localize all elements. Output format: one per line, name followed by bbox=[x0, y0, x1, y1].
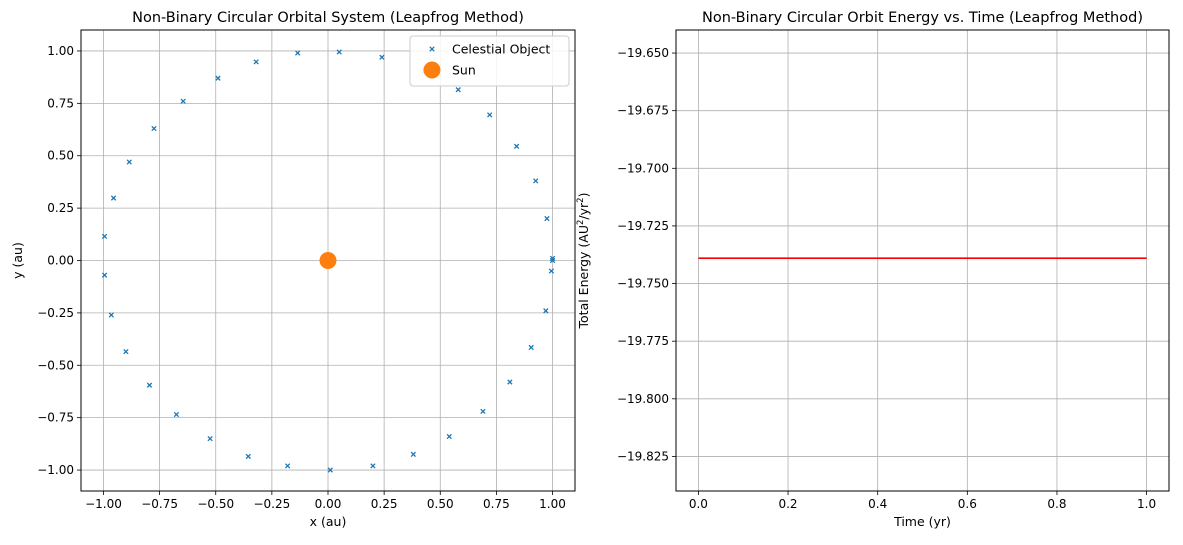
energy-ylabel-main: Total Energy (AU bbox=[576, 225, 591, 329]
orbit-point bbox=[295, 50, 301, 56]
energy-chart-xlabel: Time (yr) bbox=[893, 514, 951, 529]
x-tick-label: 0.00 bbox=[315, 497, 342, 511]
y-tick-label: 1.00 bbox=[47, 44, 74, 58]
y-tick-label: 0.25 bbox=[47, 201, 74, 215]
orbit-point bbox=[327, 467, 333, 473]
energy-ylabel-mid: /yr bbox=[576, 202, 591, 220]
orbit-point bbox=[146, 382, 153, 388]
orbit-point bbox=[548, 268, 555, 274]
orbit-point bbox=[108, 312, 114, 318]
energy-chart: Non-Binary Circular Orbit Energy vs. Tim… bbox=[576, 10, 1170, 529]
x-tick-label: 0.4 bbox=[868, 497, 887, 511]
orbit-point bbox=[379, 54, 385, 60]
orbit-point bbox=[513, 143, 520, 149]
x-tick-label: −0.50 bbox=[197, 497, 234, 511]
orbit-chart-ylabel: y (au) bbox=[10, 242, 25, 279]
y-tick-label: −19.750 bbox=[617, 277, 669, 291]
orbit-chart-ticks: −1.00 −0.75 −0.50 −0.25 0.00 0.25 0.50 0.75 1.00… bbox=[37, 44, 566, 511]
orbit-point bbox=[101, 272, 108, 278]
orbit-chart: Non-Binary Circular Orbital System (Leap… bbox=[10, 10, 576, 529]
orbit-point bbox=[543, 308, 549, 314]
energy-chart-ticks: 0.0 0.2 0.4 0.6 0.8 1.0 −19.650 −19.675 −19.700 −… bbox=[617, 46, 1156, 511]
orbit-point bbox=[253, 59, 259, 65]
y-tick-label: 0.75 bbox=[47, 96, 74, 110]
y-tick-label: −19.775 bbox=[617, 334, 669, 348]
y-tick-label: −19.825 bbox=[617, 449, 669, 463]
orbit-point bbox=[101, 233, 108, 240]
orbit-point bbox=[180, 98, 186, 104]
energy-ylabel-sup1: 2 bbox=[576, 220, 586, 225]
orbit-point bbox=[446, 433, 452, 440]
orbit-point bbox=[207, 435, 213, 442]
orbit-point bbox=[245, 453, 251, 460]
orbit-point bbox=[215, 75, 221, 81]
energy-chart-frame bbox=[675, 29, 1170, 492]
sun-marker bbox=[319, 252, 337, 269]
orbit-point bbox=[173, 411, 180, 418]
orbit-point bbox=[507, 379, 513, 385]
orbit-chart-legend: Celestial Object Sun bbox=[409, 35, 570, 87]
orbit-point bbox=[370, 463, 376, 469]
x-tick-label: 1.00 bbox=[539, 497, 566, 511]
orbit-point bbox=[549, 255, 556, 262]
x-tick-label: 0.0 bbox=[689, 497, 708, 511]
y-tick-label: −19.800 bbox=[617, 392, 669, 406]
legend-marker-sun bbox=[423, 61, 441, 79]
x-tick-label: −0.75 bbox=[141, 497, 178, 511]
orbit-point bbox=[126, 159, 132, 165]
x-tick-label: 1.0 bbox=[1137, 497, 1156, 511]
y-tick-label: −19.700 bbox=[617, 161, 669, 175]
y-tick-label: −0.75 bbox=[37, 411, 74, 425]
legend-label-sun: Sun bbox=[452, 63, 476, 78]
orbit-point bbox=[123, 348, 129, 355]
x-tick-label: 0.8 bbox=[1047, 497, 1066, 511]
x-tick-label: 0.2 bbox=[778, 497, 797, 511]
orbit-point bbox=[151, 125, 157, 132]
x-tick-label: 0.50 bbox=[427, 497, 454, 511]
x-tick-label: −0.25 bbox=[253, 497, 290, 511]
energy-ylabel-sup2: 2 bbox=[576, 197, 586, 202]
orbit-chart-xlabel: x (au) bbox=[310, 514, 347, 529]
orbit-point bbox=[110, 195, 117, 201]
energy-chart-grid bbox=[676, 30, 1169, 491]
legend-marker-celestial bbox=[429, 46, 435, 52]
x-tick-label: −1.00 bbox=[85, 497, 122, 511]
x-tick-label: 0.25 bbox=[371, 497, 398, 511]
orbit-point bbox=[284, 463, 291, 469]
y-tick-label: −0.25 bbox=[37, 306, 74, 320]
orbit-point bbox=[533, 178, 539, 184]
orbit-point bbox=[480, 408, 486, 415]
energy-chart-title: Non-Binary Circular Orbit Energy vs. Tim… bbox=[702, 10, 1143, 26]
legend-label-celestial: Celestial Object bbox=[452, 42, 550, 57]
orbit-chart-title: Non-Binary Circular Orbital System (Leap… bbox=[132, 10, 524, 26]
x-tick-label: 0.6 bbox=[958, 497, 977, 511]
orbit-chart-data bbox=[101, 49, 556, 473]
y-tick-label: 0.50 bbox=[47, 149, 74, 163]
orbit-point bbox=[544, 215, 550, 222]
y-tick-label: −1.00 bbox=[37, 463, 74, 477]
orbit-point bbox=[487, 112, 493, 118]
y-tick-label: 0.00 bbox=[47, 254, 74, 268]
orbit-point bbox=[410, 451, 416, 457]
y-tick-label: −19.650 bbox=[617, 46, 669, 60]
x-tick-label: 0.75 bbox=[483, 497, 510, 511]
energy-chart-ylabel: Total Energy (AU2/yr2) bbox=[576, 193, 591, 330]
orbit-point bbox=[336, 49, 342, 55]
legend-box bbox=[409, 35, 570, 87]
y-tick-label: −0.50 bbox=[37, 358, 74, 372]
energy-ylabel-end: ) bbox=[576, 193, 591, 198]
orbit-point bbox=[528, 344, 534, 351]
orbit-point bbox=[455, 87, 461, 93]
y-tick-label: −19.725 bbox=[617, 219, 669, 233]
y-tick-label: −19.675 bbox=[617, 104, 669, 118]
